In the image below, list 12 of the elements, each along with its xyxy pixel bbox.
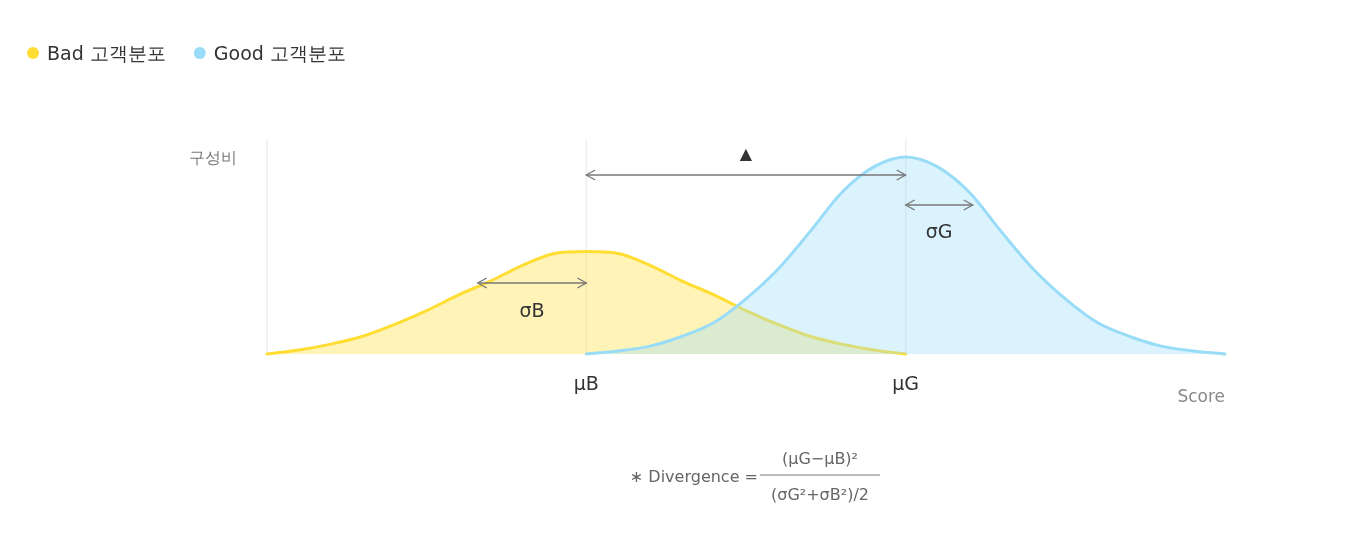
y-axis-title: 구성비 (189, 148, 237, 167)
annotation: σG (925, 220, 953, 242)
annotation: ▲ (739, 144, 753, 163)
x-tick-label: μG (892, 372, 920, 394)
text: (σG²+σB²)/2 (771, 485, 869, 504)
annotation: σB (519, 299, 545, 321)
legend-label: Bad 고객분포 (47, 42, 166, 64)
text: ∗ Divergence = (629, 467, 758, 486)
text: (μG−μB)² (781, 449, 859, 468)
x-axis-title: Score (1177, 386, 1225, 406)
legend-label: Good 고객분포 (213, 42, 346, 64)
x-tick-label: μB (573, 372, 599, 394)
